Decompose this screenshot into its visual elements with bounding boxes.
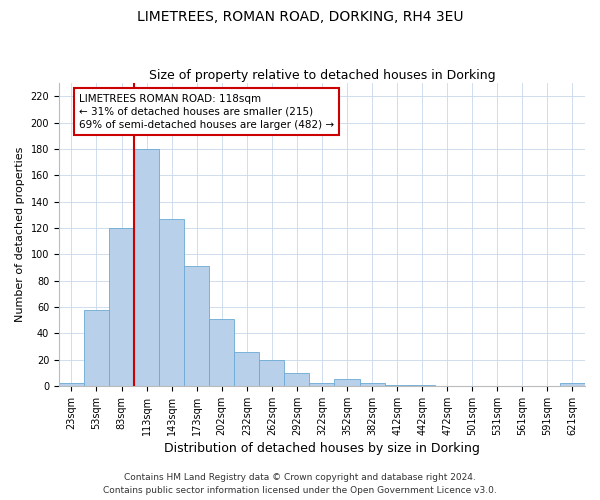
- Bar: [234, 352, 259, 386]
- Bar: [159, 219, 184, 386]
- Bar: [385, 384, 410, 386]
- Bar: [560, 384, 585, 386]
- Bar: [84, 310, 109, 386]
- Bar: [410, 384, 434, 386]
- Bar: [209, 319, 234, 386]
- Bar: [59, 384, 84, 386]
- Bar: [134, 149, 159, 386]
- X-axis label: Distribution of detached houses by size in Dorking: Distribution of detached houses by size …: [164, 442, 480, 455]
- Bar: [184, 266, 209, 386]
- Text: LIMETREES ROMAN ROAD: 118sqm
← 31% of detached houses are smaller (215)
69% of s: LIMETREES ROMAN ROAD: 118sqm ← 31% of de…: [79, 94, 334, 130]
- Bar: [259, 360, 284, 386]
- Text: Contains HM Land Registry data © Crown copyright and database right 2024.
Contai: Contains HM Land Registry data © Crown c…: [103, 474, 497, 495]
- Bar: [310, 384, 334, 386]
- Bar: [359, 384, 385, 386]
- Bar: [109, 228, 134, 386]
- Text: LIMETREES, ROMAN ROAD, DORKING, RH4 3EU: LIMETREES, ROMAN ROAD, DORKING, RH4 3EU: [137, 10, 463, 24]
- Y-axis label: Number of detached properties: Number of detached properties: [15, 147, 25, 322]
- Bar: [284, 373, 310, 386]
- Bar: [334, 380, 359, 386]
- Title: Size of property relative to detached houses in Dorking: Size of property relative to detached ho…: [149, 69, 495, 82]
